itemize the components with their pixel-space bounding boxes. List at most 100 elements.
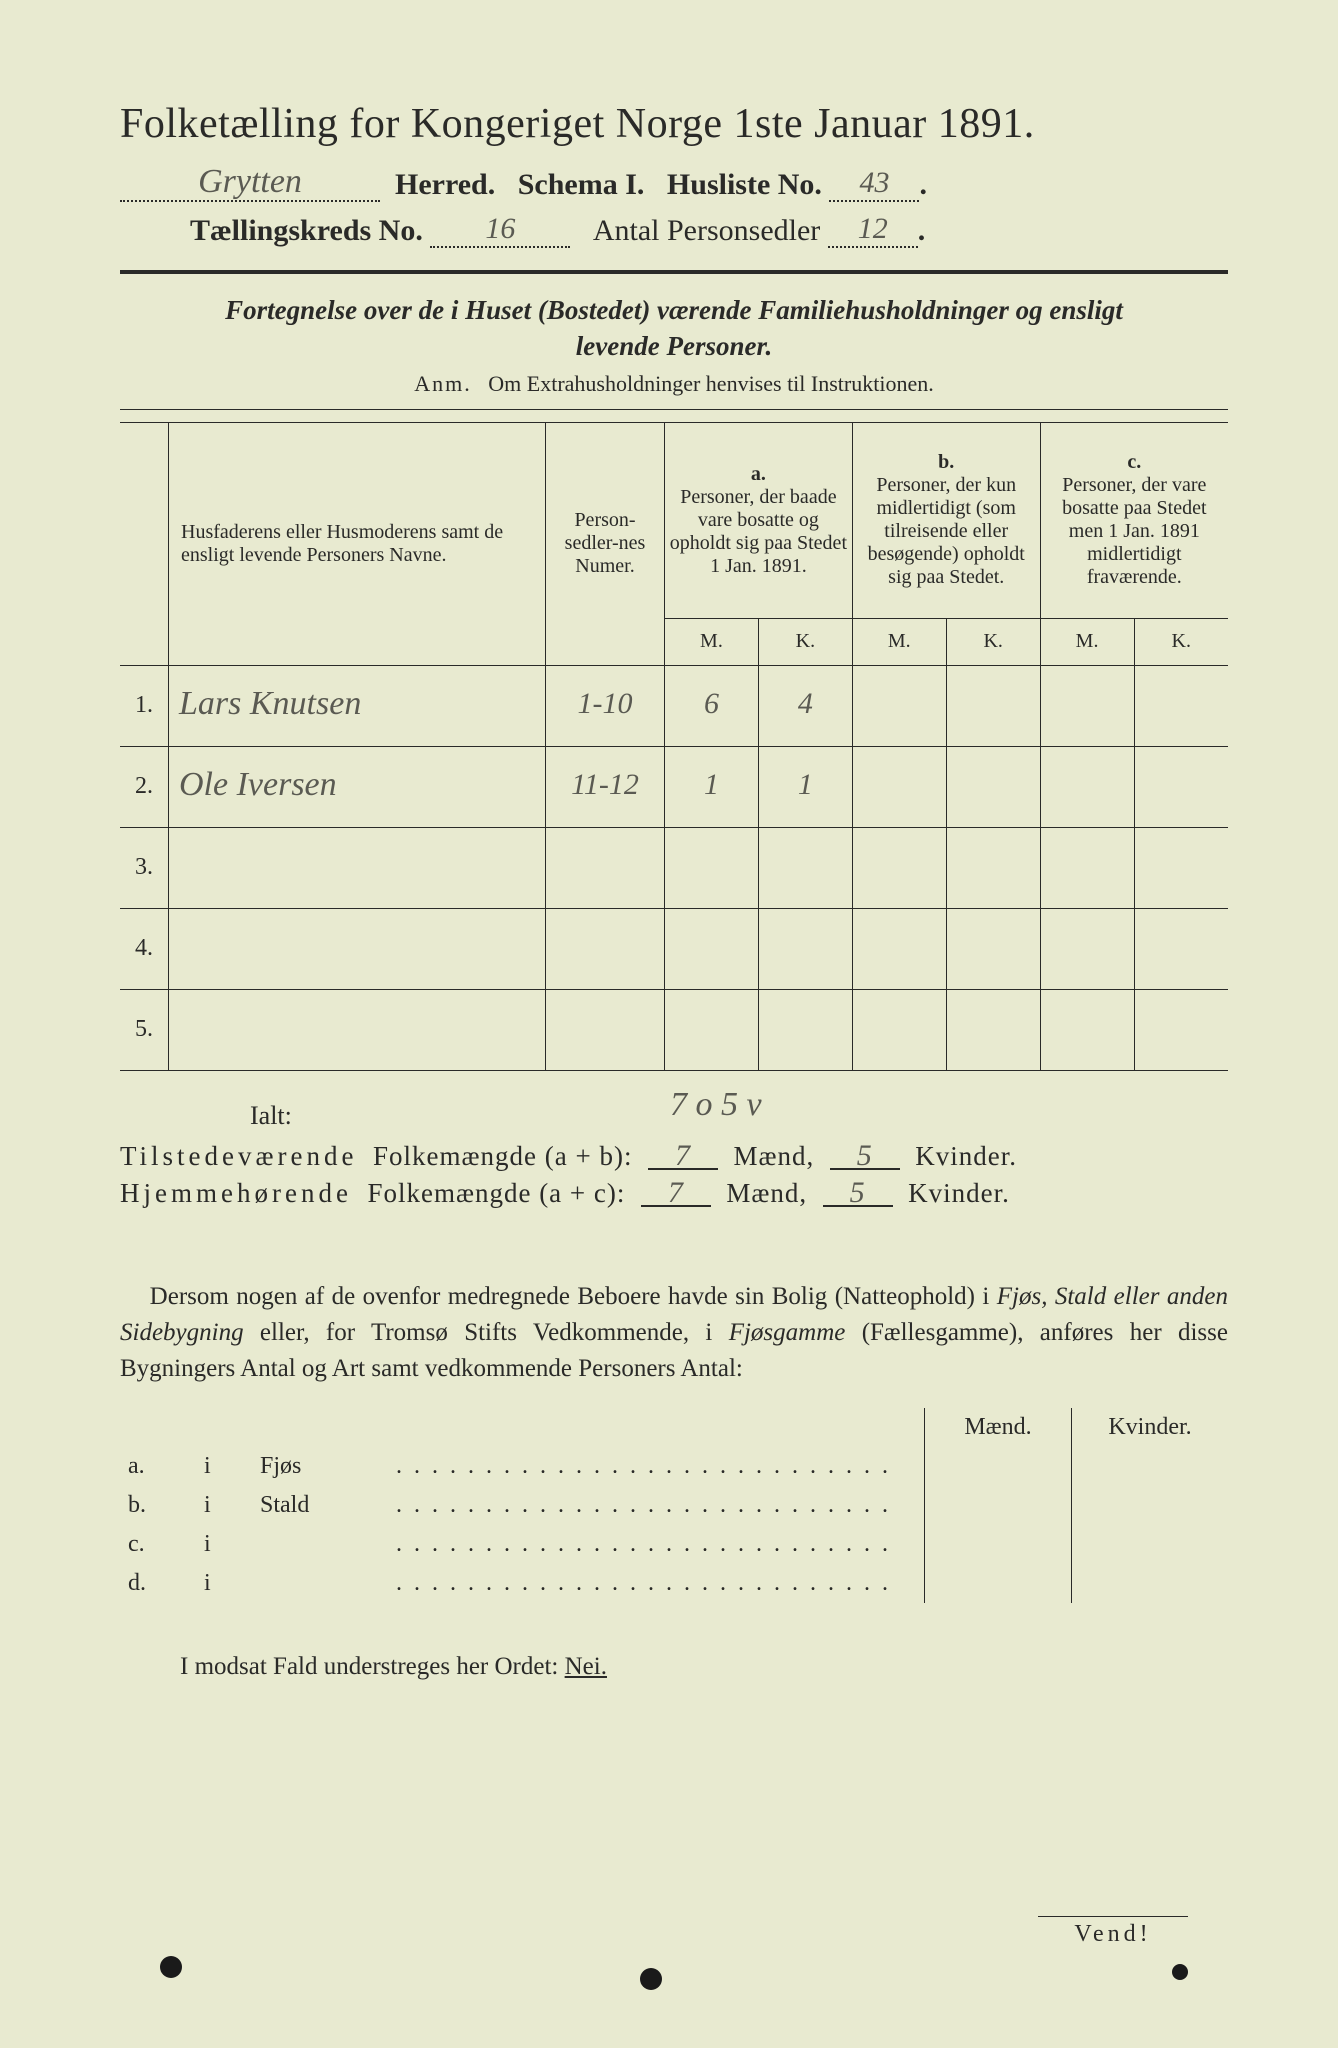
col-c-label: c. bbox=[1045, 451, 1224, 474]
col-name-text: Husfaderens eller Husmoderens samt de en… bbox=[181, 521, 503, 566]
row-number: 5. bbox=[120, 989, 169, 1070]
anm-prefix: Anm. bbox=[414, 371, 472, 396]
anm-note: Anm. Om Extrahusholdninger henvises til … bbox=[120, 371, 1228, 397]
subtitle: Fortegnelse over de i Huset (Bostedet) v… bbox=[120, 292, 1228, 365]
fjos-k-cell bbox=[1072, 1564, 1229, 1603]
summary-tilst: Tilstedeværende Folkemængde (a + b): 7 M… bbox=[120, 1141, 1228, 1172]
fjos-i: i bbox=[196, 1564, 252, 1603]
row-bm bbox=[852, 746, 946, 827]
fjos-row: d.i . . . . . . . . . . . . . . . . . . … bbox=[120, 1564, 1228, 1603]
row-cm bbox=[1040, 746, 1134, 827]
col-c-text: Personer, der vare bosatte paa Stedet me… bbox=[1062, 474, 1206, 588]
fjos-dots: . . . . . . . . . . . . . . . . . . . . … bbox=[388, 1447, 925, 1486]
fjos-dots: . . . . . . . . . . . . . . . . . . . . … bbox=[388, 1525, 925, 1564]
col-a-text: Personer, der baade vare bosatte og opho… bbox=[670, 486, 847, 577]
row-name bbox=[169, 908, 546, 989]
row-bm bbox=[852, 665, 946, 746]
row-num: 1-10 bbox=[546, 665, 665, 746]
row-num bbox=[546, 989, 665, 1070]
row-num bbox=[546, 908, 665, 989]
antal-field: 12 bbox=[828, 212, 918, 248]
fjos-i: i bbox=[196, 1486, 252, 1525]
row-name: Ole Iversen bbox=[169, 746, 546, 827]
row-name bbox=[169, 827, 546, 908]
fjos-paragraph: Dersom nogen af de ovenfor medregnede Be… bbox=[120, 1279, 1228, 1388]
row-bm bbox=[852, 827, 946, 908]
vend-label: Vend! bbox=[1038, 1916, 1188, 1948]
ialt-row: Ialt: 7 o 5 v bbox=[250, 1101, 1228, 1131]
punch-hole bbox=[160, 1956, 182, 1978]
col-num-text: Person-sedler-nes Numer. bbox=[565, 509, 646, 577]
schema-label: Schema I. bbox=[518, 168, 645, 201]
row-bk bbox=[946, 908, 1040, 989]
nei-pre: I modsat Fald understreges her Ordet: bbox=[180, 1653, 558, 1680]
fjos-i: i bbox=[196, 1525, 252, 1564]
punch-hole bbox=[640, 1968, 662, 1990]
col-rownum bbox=[120, 422, 169, 665]
col-b-text: Personer, der kun midlertidigt (som tilr… bbox=[868, 474, 1025, 588]
row-am: 6 bbox=[665, 665, 759, 746]
ac: (a + c): bbox=[539, 1178, 625, 1208]
kvinder-1: Kvinder. bbox=[915, 1141, 1017, 1171]
row-ck bbox=[1134, 989, 1228, 1070]
kreds-label: Tællingskreds No. bbox=[190, 214, 423, 247]
row-bk bbox=[946, 989, 1040, 1070]
table-row: 1.Lars Knutsen1-1064 bbox=[120, 665, 1228, 746]
col-name: Husfaderens eller Husmoderens samt de en… bbox=[169, 422, 546, 665]
tilst-label: Tilstedeværende bbox=[120, 1141, 358, 1171]
col-a-m: M. bbox=[665, 619, 759, 666]
col-a-k: K. bbox=[758, 619, 852, 666]
tilst-m: 7 bbox=[648, 1144, 718, 1170]
row-ck bbox=[1134, 908, 1228, 989]
tilst-k: 5 bbox=[830, 1144, 900, 1170]
kvinder-2: Kvinder. bbox=[908, 1178, 1010, 1208]
household-table: Husfaderens eller Husmoderens samt de en… bbox=[120, 422, 1228, 1071]
subtitle-line1: Fortegnelse over de i Huset (Bostedet) v… bbox=[225, 295, 1123, 325]
ialt-hand: 7 o 5 v bbox=[670, 1091, 762, 1118]
header-line-1: Grytten Herred. Schema I. Husliste No. 4… bbox=[120, 166, 1228, 202]
fjos-k-cell bbox=[1072, 1486, 1229, 1525]
row-ak bbox=[758, 827, 852, 908]
fjos-dots: . . . . . . . . . . . . . . . . . . . . … bbox=[388, 1564, 925, 1603]
col-a: a. Personer, der baade vare bosatte og o… bbox=[665, 422, 853, 618]
fjos-label bbox=[252, 1564, 388, 1603]
row-ak bbox=[758, 989, 852, 1070]
nei-word: Nei. bbox=[565, 1653, 607, 1680]
fjos-m-cell bbox=[925, 1486, 1072, 1525]
table-row: 4. bbox=[120, 908, 1228, 989]
row-am: 1 bbox=[665, 746, 759, 827]
kreds-field: 16 bbox=[430, 212, 570, 248]
fjos-table: Mænd. Kvinder. a.iFjøs . . . . . . . . .… bbox=[120, 1408, 1228, 1603]
table-row: 3. bbox=[120, 827, 1228, 908]
maend-2: Mænd, bbox=[726, 1178, 807, 1208]
anm-text: Om Extrahusholdninger henvises til Instr… bbox=[488, 371, 933, 396]
row-number: 1. bbox=[120, 665, 169, 746]
nei-line: I modsat Fald understreges her Ordet: Ne… bbox=[180, 1653, 1228, 1681]
row-cm bbox=[1040, 989, 1134, 1070]
husliste-label: Husliste No. bbox=[667, 168, 822, 201]
col-c-k: K. bbox=[1134, 619, 1228, 666]
fjos-i: i bbox=[196, 1447, 252, 1486]
fjos-row: b.iStald . . . . . . . . . . . . . . . .… bbox=[120, 1486, 1228, 1525]
row-ck bbox=[1134, 746, 1228, 827]
hjem-label: Hjemmehørende bbox=[120, 1178, 352, 1208]
ab: (a + b): bbox=[545, 1141, 633, 1171]
fjos-dots: . . . . . . . . . . . . . . . . . . . . … bbox=[388, 1486, 925, 1525]
row-ck bbox=[1134, 665, 1228, 746]
ialt-label: Ialt: bbox=[250, 1101, 292, 1130]
fjos-row: c.i . . . . . . . . . . . . . . . . . . … bbox=[120, 1525, 1228, 1564]
table-row: 5. bbox=[120, 989, 1228, 1070]
row-name bbox=[169, 989, 546, 1070]
herred-label: Herred. bbox=[395, 168, 495, 201]
fjos-letter: c. bbox=[120, 1525, 196, 1564]
summary-hjem: Hjemmehørende Folkemængde (a + c): 7 Mæn… bbox=[120, 1178, 1228, 1209]
punch-hole bbox=[1172, 1964, 1188, 1980]
header-line-2: Tællingskreds No. 16 Antal Personsedler … bbox=[190, 212, 1228, 248]
table-row: 2.Ole Iversen11-1211 bbox=[120, 746, 1228, 827]
col-b-label: b. bbox=[857, 451, 1036, 474]
rule-2 bbox=[120, 409, 1228, 410]
row-cm bbox=[1040, 827, 1134, 908]
fjos-m-cell bbox=[925, 1525, 1072, 1564]
col-c: c. Personer, der vare bosatte paa Stedet… bbox=[1040, 422, 1228, 618]
row-ak: 1 bbox=[758, 746, 852, 827]
